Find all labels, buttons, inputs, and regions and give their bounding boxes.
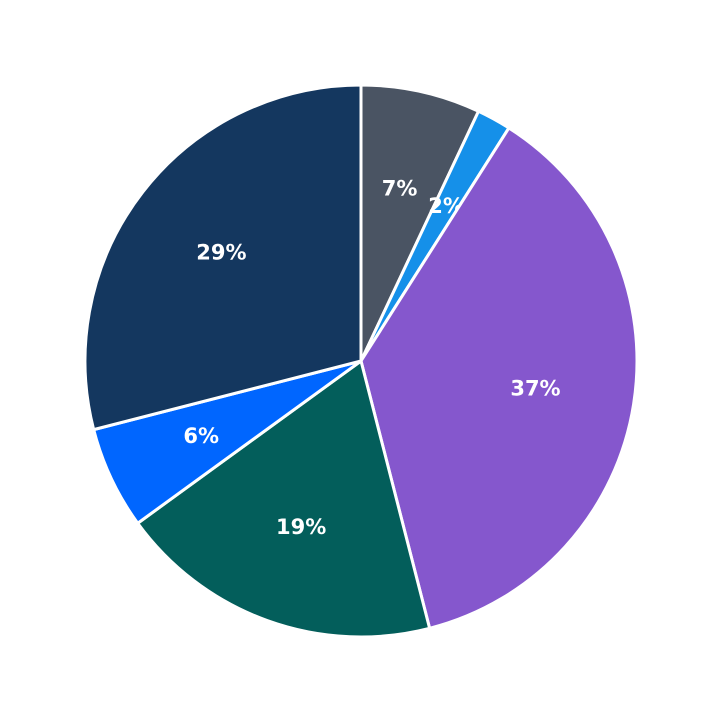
- pie-slice-5: [83, 83, 363, 432]
- slice-label-3: 19%: [276, 515, 326, 539]
- slice-label-0: 7%: [382, 177, 418, 201]
- pie-slice-0: [359, 83, 481, 363]
- slice-label-2: 37%: [510, 377, 560, 401]
- slice-label-5: 29%: [196, 241, 246, 265]
- pie-slice-3: [136, 359, 432, 639]
- slice-label-4: 6%: [183, 424, 219, 448]
- pie-slice-2: [359, 126, 639, 630]
